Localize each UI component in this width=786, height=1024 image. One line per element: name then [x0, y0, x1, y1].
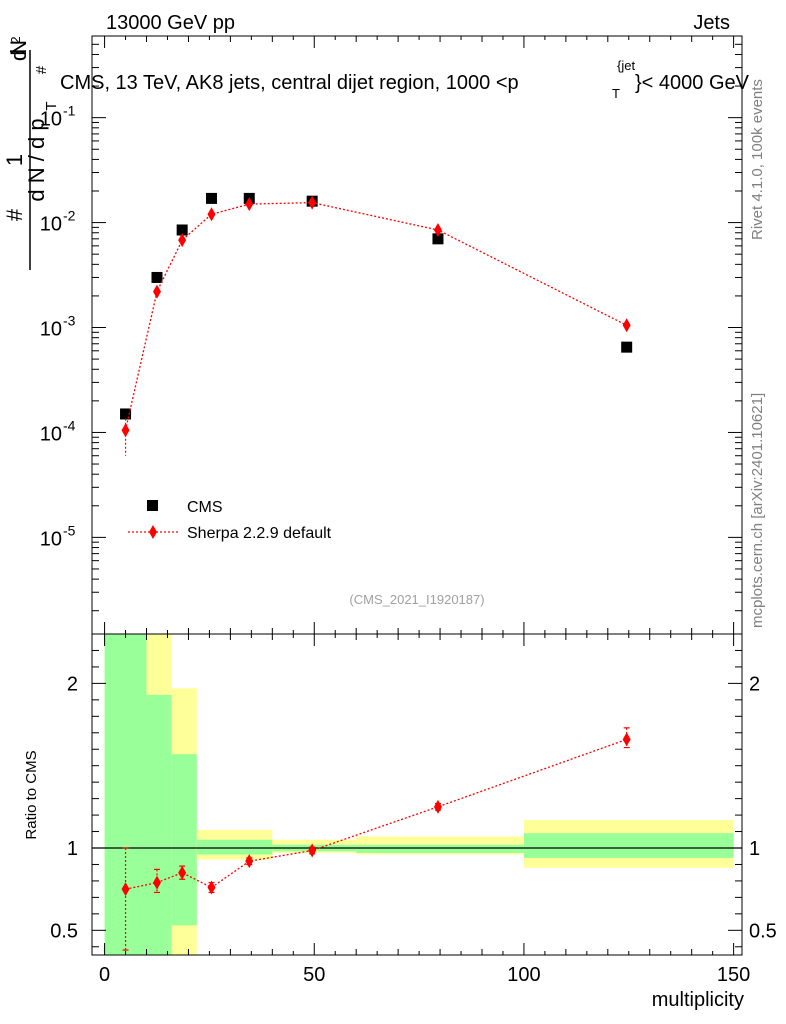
- cms-point: [621, 341, 633, 353]
- ratio-sherpa-point: [245, 854, 254, 869]
- x-tick-label: 0: [99, 964, 110, 986]
- svg-text:#: #: [2, 208, 27, 221]
- y-main-tick-label: 10: [40, 319, 62, 341]
- y-ratio-tick-label-left: 1: [67, 838, 78, 860]
- band-inner-0: [104, 634, 147, 955]
- y-ratio-tick-label-left: 2: [67, 673, 78, 695]
- band-inner-3: [196, 839, 273, 855]
- legend-sherpa-label: Sherpa 2.2.9 default: [187, 525, 332, 542]
- legend-cms-label: CMS: [187, 499, 223, 516]
- sherpa-point: [121, 423, 130, 438]
- legend: CMS Sherpa 2.2.9 default: [128, 499, 332, 542]
- svg-text:2: 2: [8, 36, 23, 43]
- x-tick-label: 50: [303, 964, 325, 986]
- ratio-sherpa-point: [622, 732, 631, 747]
- main-y-axis-label: # 1 d N / d p T # d 2 N: [2, 36, 60, 270]
- y-main-tick-exponent: -1: [63, 103, 76, 119]
- sherpa-line: [124, 201, 627, 431]
- y-main-tick-exponent: -2: [63, 208, 76, 224]
- sherpa-point: [178, 233, 187, 248]
- band-inner-2: [171, 754, 197, 926]
- category-label: Jets: [693, 12, 730, 34]
- collision-energy-label: 13000 GeV pp: [106, 12, 235, 34]
- mcplots-reference-label: mcplots.cern.ch [arXiv:2401.10621]: [749, 393, 766, 628]
- band-inner-1: [146, 694, 172, 955]
- svg-text:d N / d p: d N / d p: [24, 118, 49, 201]
- svg-text:N: N: [6, 40, 31, 56]
- svg-text:}< 4000 GeV: }< 4000 GeV: [635, 72, 750, 94]
- svg-text:{jet: {jet: [617, 58, 635, 73]
- y-main-tick-label: 10: [40, 423, 62, 445]
- band-inner-6: [523, 833, 734, 858]
- y-main-tick-exponent: -3: [63, 313, 76, 329]
- y-main-tick-label: 10: [40, 528, 62, 550]
- cms-point: [206, 192, 218, 204]
- svg-text:T: T: [612, 86, 620, 101]
- ratio-panel-frame: [91, 633, 743, 956]
- y-ratio-tick-label-right: 0.5: [749, 920, 777, 942]
- main-panel-frame: [91, 35, 743, 635]
- sherpa-point: [153, 284, 161, 299]
- x-axis-label: multiplicity: [652, 989, 744, 1011]
- y-ratio-tick-label-right: 1: [749, 838, 760, 860]
- ratio-sherpa-point: [121, 882, 130, 897]
- ratio-series: [121, 727, 631, 951]
- y-main-tick-exponent: -5: [63, 522, 76, 538]
- ratio-sherpa-point: [308, 843, 317, 858]
- sherpa-point: [207, 207, 216, 222]
- main-series: [120, 192, 633, 456]
- x-tick-label: 100: [507, 964, 540, 986]
- cms-point: [176, 224, 188, 236]
- y-ratio-tick-label-left: 0.5: [50, 920, 78, 942]
- y-main-tick-exponent: -4: [63, 417, 76, 433]
- ratio-sherpa-point: [433, 799, 442, 814]
- cms-point: [120, 408, 132, 420]
- svg-text:T: T: [43, 101, 60, 110]
- axis-ticks: [92, 36, 742, 955]
- sherpa-point: [433, 222, 442, 237]
- ratio-sherpa-point: [153, 875, 161, 890]
- svg-text:CMS, 13 TeV, AK8 jets, central: CMS, 13 TeV, AK8 jets, central dijet reg…: [60, 72, 519, 94]
- ratio-sherpa-point: [178, 865, 187, 880]
- sherpa-point: [308, 195, 317, 210]
- svg-text:#: #: [33, 65, 50, 74]
- ratio-uncertainty-bands: [104, 634, 734, 955]
- cms-point: [151, 271, 163, 283]
- cms-point: [432, 233, 444, 245]
- y-main-tick-label: 10: [40, 214, 62, 236]
- sherpa-point: [245, 197, 254, 212]
- legend-sherpa-marker: [149, 525, 157, 539]
- ratio-y-axis-label: Ratio to CMS: [23, 750, 40, 839]
- chart-title: CMS, 13 TeV, AK8 jets, central dijet reg…: [60, 58, 750, 101]
- ratio-sherpa-point: [207, 880, 216, 895]
- y-main-tick-label: 10: [40, 109, 62, 131]
- svg-text:1: 1: [2, 154, 27, 166]
- analysis-id-label: (CMS_2021_I1920187): [349, 592, 484, 607]
- rivet-version-label: Rivet 4.1.0, 100k events: [749, 79, 766, 240]
- legend-cms-marker: [147, 500, 158, 511]
- ratio-sherpa-line: [125, 738, 627, 890]
- x-tick-label: 150: [717, 964, 750, 986]
- y-ratio-tick-label-right: 2: [749, 673, 760, 695]
- svg-text:d: d: [6, 49, 31, 61]
- sherpa-point: [622, 318, 631, 333]
- band-inner-5: [356, 844, 524, 853]
